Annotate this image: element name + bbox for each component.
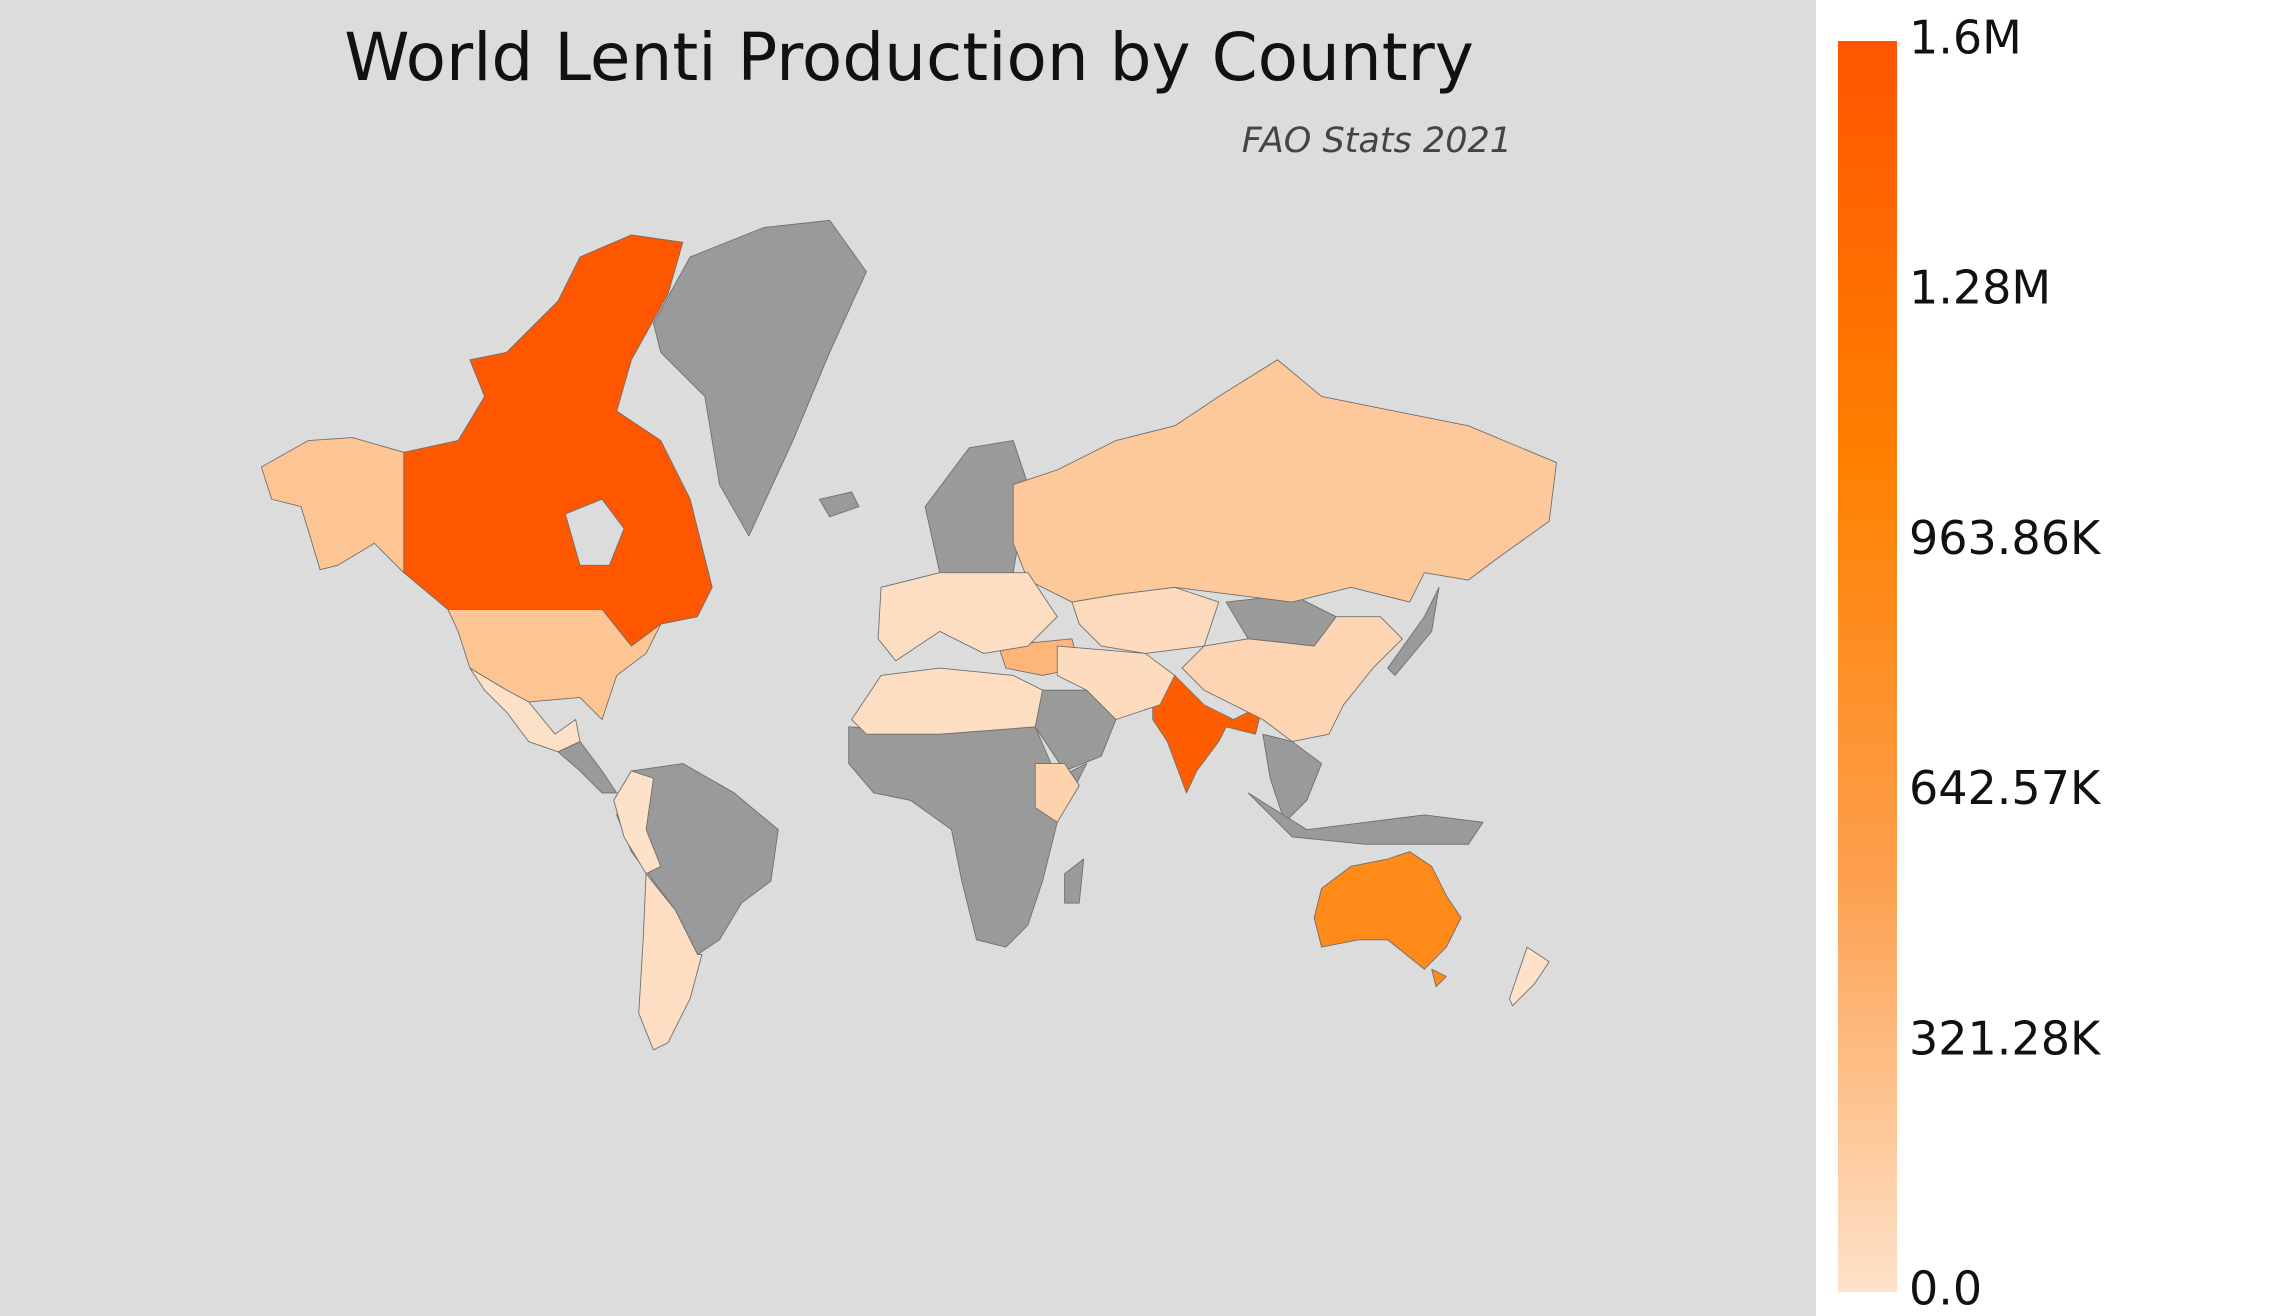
colorbar-tick-label: 321.28K	[1909, 1011, 2102, 1065]
colorbar-tick-label: 963.86K	[1909, 511, 2102, 565]
country	[1387, 586, 1440, 676]
country	[1034, 763, 1080, 823]
hudson-bay	[564, 498, 625, 566]
chart-subtitle: FAO Stats 2021	[1242, 121, 1512, 161]
country	[818, 491, 860, 518]
colorbar-tick-label: 1.28M	[1909, 261, 2051, 315]
country	[1181, 616, 1403, 742]
colorbar-tick-label: 0.0	[1909, 1262, 1982, 1316]
country	[1064, 858, 1085, 904]
country	[1056, 645, 1176, 720]
country	[469, 667, 581, 753]
colorbar	[1838, 41, 1897, 1292]
country	[877, 572, 1058, 662]
country	[1313, 851, 1462, 988]
map-background	[0, 0, 1816, 1316]
map	[260, 219, 1557, 1051]
country	[851, 667, 1044, 735]
colorbar-tick-label: 642.57K	[1909, 761, 2102, 815]
colorbar-tick-label: 1.6M	[1909, 11, 2022, 65]
country	[652, 219, 867, 537]
country	[613, 770, 662, 875]
country	[638, 873, 703, 1051]
country	[616, 763, 779, 955]
country	[848, 726, 1088, 948]
country	[1509, 946, 1550, 1007]
chart-title: World Lenti Production by Country	[344, 19, 1474, 96]
country	[1152, 675, 1264, 794]
country	[1247, 792, 1484, 845]
